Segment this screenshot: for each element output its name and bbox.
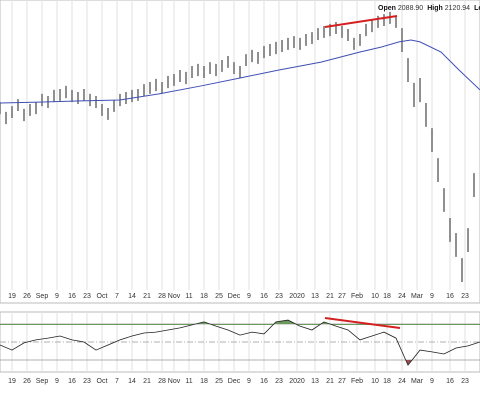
x-tick-label: 16 bbox=[68, 378, 76, 385]
x-tick-label: 16 bbox=[260, 378, 268, 385]
x-tick-label: Feb bbox=[351, 378, 363, 385]
x-tick-label: 10 bbox=[371, 293, 379, 300]
price-panel bbox=[0, 0, 480, 304]
x-tick-label: Sep bbox=[36, 293, 49, 300]
x-tick-label: 23 bbox=[83, 293, 91, 300]
x-tick-label: 9 bbox=[55, 378, 59, 385]
x-tick-label: 21 bbox=[326, 378, 334, 385]
x-tick-label: 27 bbox=[338, 293, 346, 300]
x-tick-label: 26 bbox=[23, 293, 31, 300]
header-label: Open bbox=[378, 5, 396, 12]
x-tick-label: 2020 bbox=[289, 378, 305, 385]
x-tick-label: 16 bbox=[446, 378, 454, 385]
x-tick-label: 18 bbox=[200, 378, 208, 385]
x-tick-label: 19 bbox=[8, 293, 16, 300]
x-tick-label: 16 bbox=[260, 293, 268, 300]
x-tick-label: 25 bbox=[215, 378, 223, 385]
x-tick-label: 18 bbox=[383, 378, 391, 385]
x-tick-label: 9 bbox=[247, 293, 251, 300]
header-value: 2120.94 bbox=[445, 5, 470, 12]
overbought-fill bbox=[0, 320, 480, 325]
x-tick-label: 24 bbox=[398, 293, 406, 300]
x-tick-label: 7 bbox=[115, 293, 119, 300]
x-tick-label: Nov bbox=[168, 293, 181, 300]
moving-average bbox=[0, 39, 480, 104]
x-tick-label: 23 bbox=[83, 378, 91, 385]
x-tick-label: Dec bbox=[228, 378, 241, 385]
header-value: 2088.90 bbox=[398, 5, 423, 12]
trend-line bbox=[324, 317, 401, 329]
x-tick-label: Sep bbox=[36, 378, 49, 385]
x-tick-label: 16 bbox=[68, 293, 76, 300]
x-tick-label: 26 bbox=[23, 378, 31, 385]
x-tick-label: 14 bbox=[128, 293, 136, 300]
x-tick-label: 21 bbox=[326, 293, 334, 300]
oscillator-line bbox=[0, 319, 480, 366]
x-tick-label: 19 bbox=[8, 378, 16, 385]
x-tick-label: 16 bbox=[446, 293, 454, 300]
x-tick-label: 9 bbox=[430, 378, 434, 385]
header-label: Low bbox=[474, 5, 480, 12]
x-tick-label: 21 bbox=[143, 293, 151, 300]
x-tick-label: 2020 bbox=[289, 293, 305, 300]
x-tick-label: Dec bbox=[228, 293, 241, 300]
x-tick-label: 7 bbox=[115, 378, 119, 385]
x-tick-label: 9 bbox=[247, 378, 251, 385]
x-tick-label: 11 bbox=[185, 293, 192, 300]
header-label: High bbox=[427, 5, 443, 12]
x-tick-label: 23 bbox=[275, 378, 283, 385]
x-tick-label: 13 bbox=[311, 293, 319, 300]
x-tick-label: 13 bbox=[311, 378, 319, 385]
x-tick-label: Mar bbox=[411, 293, 424, 300]
x-tick-label: 18 bbox=[383, 293, 391, 300]
x-tick-label: 10 bbox=[371, 378, 379, 385]
x-tick-label: Feb bbox=[351, 293, 363, 300]
x-tick-label: Mar bbox=[411, 378, 424, 385]
x-tick-label: 24 bbox=[398, 378, 406, 385]
x-tick-label: 25 bbox=[215, 293, 223, 300]
x-tick-label: Oct bbox=[97, 378, 108, 385]
x-tick-label: 14 bbox=[128, 378, 136, 385]
trend-line bbox=[324, 15, 398, 28]
x-tick-label: 9 bbox=[430, 293, 434, 300]
x-tick-label: Nov bbox=[168, 378, 181, 385]
x-tick-label: Oct bbox=[97, 293, 108, 300]
x-tick-label: 18 bbox=[200, 293, 208, 300]
x-tick-label: 23 bbox=[461, 378, 469, 385]
x-tick-label: 23 bbox=[461, 293, 469, 300]
x-tick-label: 21 bbox=[143, 378, 151, 385]
x-tick-label: 27 bbox=[338, 378, 346, 385]
x-tick-label: 28 bbox=[158, 293, 166, 300]
x-tick-label: 28 bbox=[158, 378, 166, 385]
x-tick-label: 11 bbox=[185, 378, 192, 385]
x-tick-label: 23 bbox=[275, 293, 283, 300]
x-tick-label: 9 bbox=[55, 293, 59, 300]
